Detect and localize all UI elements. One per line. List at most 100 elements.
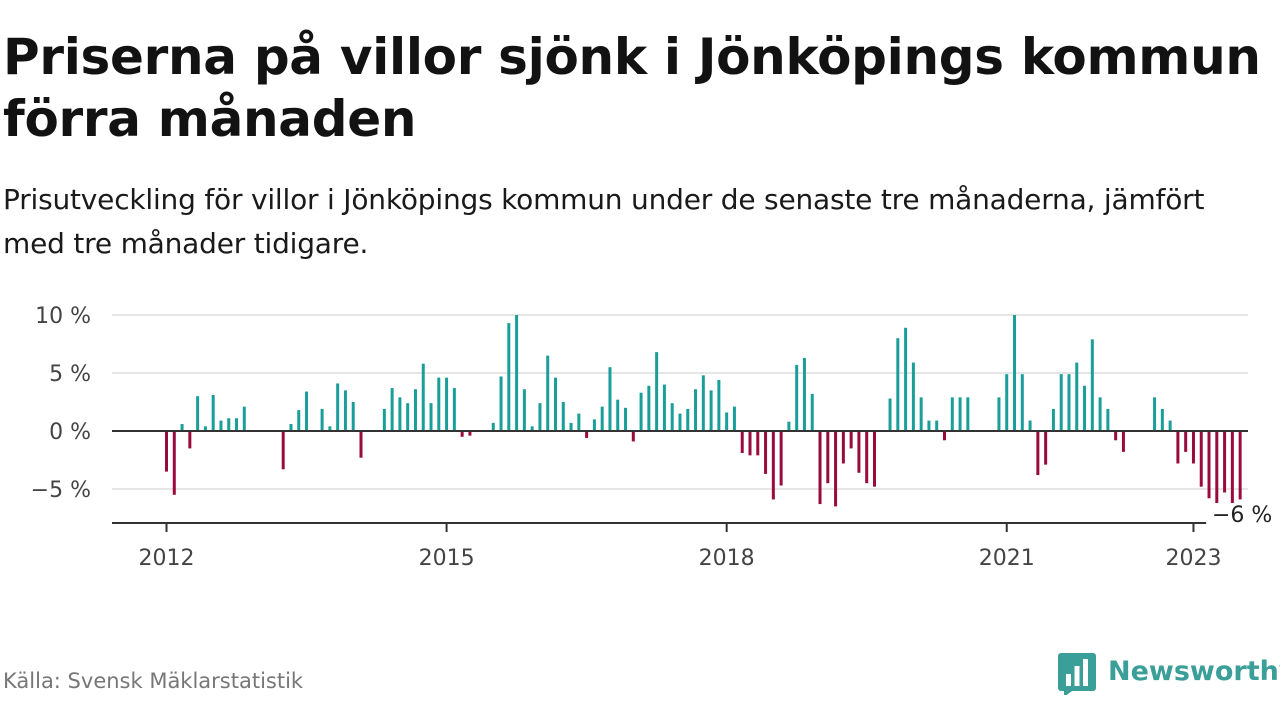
bar [647, 385, 651, 431]
y-tick-label: 5 % [49, 362, 91, 387]
bar [655, 352, 659, 431]
bar [787, 421, 791, 431]
bar [725, 412, 729, 431]
bar [577, 413, 581, 431]
bar [1238, 431, 1242, 500]
bar [343, 390, 347, 431]
bar [413, 389, 417, 431]
bar [771, 431, 775, 500]
bar [515, 315, 519, 431]
bar [1083, 385, 1087, 431]
bar [1230, 431, 1234, 507]
bar [624, 407, 628, 431]
bar [196, 396, 200, 431]
bar [522, 389, 526, 431]
bar [1059, 374, 1063, 431]
bar [1191, 431, 1195, 464]
bar [966, 397, 970, 431]
page-subtitle: Prisutveckling för villor i Jönköpings k… [3, 183, 1205, 260]
x-tick-label: 2018 [699, 546, 755, 571]
page-title: Priserna på villor sjönk i Jönköpings ko… [3, 28, 1261, 148]
x-tick-label: 2021 [979, 546, 1035, 571]
bar [235, 418, 239, 431]
bar [460, 431, 464, 437]
bar [1067, 374, 1071, 431]
bar [1176, 431, 1180, 464]
bar [639, 392, 643, 431]
x-tick-label: 2015 [419, 546, 475, 571]
bar [227, 418, 231, 431]
bar [382, 408, 386, 431]
bar [359, 431, 363, 458]
bar [1090, 339, 1094, 431]
bar [592, 419, 596, 431]
bar [188, 431, 192, 449]
bar [1215, 431, 1219, 510]
bar [289, 424, 293, 431]
bar [1160, 408, 1164, 431]
bar [849, 431, 853, 449]
bar [320, 408, 324, 431]
bar [764, 431, 768, 474]
bar [165, 431, 168, 472]
bar [834, 431, 838, 507]
bar [818, 431, 822, 505]
bar [795, 364, 799, 431]
bar [740, 431, 744, 454]
bar [1098, 397, 1102, 431]
bar [242, 406, 246, 431]
bar [1153, 397, 1157, 431]
bar [398, 397, 402, 431]
bar [203, 426, 207, 431]
bar [491, 422, 495, 431]
bar [1028, 420, 1032, 431]
bar [888, 398, 892, 431]
bar [585, 431, 589, 438]
bar [538, 403, 542, 431]
price-change-chart: 10 % 5 % 0 % −5 % 2012 2015 2018 2021 2023 −6 % [31, 304, 1279, 571]
bar [927, 420, 931, 431]
bar [896, 338, 900, 431]
bar [616, 399, 620, 431]
x-tick-label: 2012 [139, 546, 195, 571]
bar [748, 431, 752, 456]
bar [1075, 362, 1079, 431]
end-annotation: −6 % [1206, 503, 1279, 529]
bar [390, 388, 394, 431]
bar [351, 402, 355, 431]
bar [561, 402, 565, 431]
bar [841, 431, 845, 464]
bar [919, 397, 923, 431]
bar [678, 413, 682, 431]
bar [911, 362, 915, 431]
bar [429, 403, 433, 431]
bar [732, 406, 736, 431]
bar [180, 424, 184, 431]
bar [950, 397, 954, 431]
bar [546, 355, 550, 431]
y-tick-label: 0 % [49, 420, 91, 445]
bar [1020, 374, 1024, 431]
y-axis-labels: 10 % 5 % 0 % −5 % [31, 304, 91, 503]
bar [701, 375, 705, 431]
bar [810, 393, 814, 431]
bar [709, 390, 713, 431]
bar [530, 426, 534, 431]
bar [1207, 431, 1211, 499]
x-axis-labels: 2012 2015 2018 2021 2023 [139, 523, 1221, 571]
bar [943, 431, 946, 441]
bar [1114, 431, 1118, 441]
bar-chart-logo-icon [1058, 653, 1096, 695]
bar [1036, 431, 1040, 476]
bar [499, 376, 503, 431]
bar [1199, 431, 1203, 487]
bar [872, 431, 876, 487]
bar [1121, 431, 1125, 452]
bar [569, 422, 573, 431]
bar [328, 426, 332, 431]
bar [694, 389, 698, 431]
bar [802, 357, 806, 431]
bar [468, 431, 472, 436]
bar [717, 379, 721, 431]
bar [406, 403, 410, 431]
